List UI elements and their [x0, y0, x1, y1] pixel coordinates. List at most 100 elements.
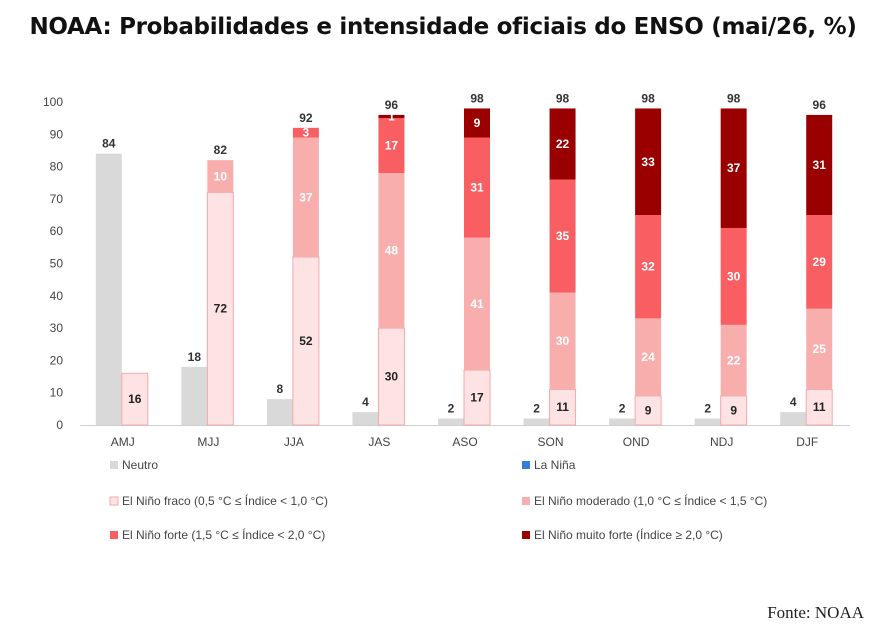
bar-segment-moderado	[378, 173, 405, 329]
data-label-segment: 9	[730, 403, 737, 417]
bar-neutro	[609, 418, 636, 425]
data-label-neutro: 18	[188, 350, 202, 364]
data-label-segment: 16	[128, 392, 142, 406]
data-label-total: 96	[385, 98, 399, 112]
data-label-segment: 31	[470, 181, 484, 195]
legend-swatch	[522, 497, 530, 505]
data-label-segment: 25	[813, 342, 827, 356]
data-label-total: 96	[813, 98, 827, 112]
legend-swatch	[110, 461, 118, 469]
bar-segment-muito-forte	[635, 108, 662, 216]
data-label-segment: 29	[813, 255, 827, 269]
data-label-neutro: 2	[533, 402, 540, 416]
bar-neutro	[438, 418, 464, 425]
x-tick-label: AMJ	[111, 435, 135, 449]
bar-segment-forte	[292, 127, 319, 138]
bar-segment-fraco	[463, 369, 491, 426]
data-label-neutro: 2	[704, 402, 711, 416]
chart-title: NOAA: Probabilidades e intensidade ofici…	[29, 14, 857, 40]
bar-segment-moderado	[292, 137, 319, 258]
bar-segment-moderado	[207, 160, 234, 193]
legend-label: La Niña	[534, 458, 576, 472]
data-label-neutro: 8	[277, 382, 284, 396]
bar-neutro	[694, 418, 721, 425]
data-label-segment: 22	[727, 353, 741, 367]
data-label-segment: 10	[214, 169, 228, 183]
bar-segment-muito-forte	[720, 108, 747, 228]
y-tick-label: 80	[50, 160, 64, 174]
bar-segment-fraco	[206, 191, 234, 426]
legend-label: El Niño forte (1,5 °C ≤ Índice < 2,0 °C)	[122, 527, 325, 542]
bar-segment-fraco	[805, 388, 833, 426]
bar-neutro	[266, 399, 293, 425]
data-label-total: 98	[727, 91, 741, 105]
data-label-segment: 31	[813, 158, 827, 172]
bar-segment-moderado	[464, 237, 490, 371]
x-tick-label: DJF	[796, 435, 818, 449]
y-tick-label: 20	[50, 353, 64, 367]
data-label-segment: 11	[556, 400, 569, 414]
legend-swatch	[522, 461, 530, 469]
y-tick-label: 70	[50, 192, 64, 206]
data-label-segment: 30	[385, 370, 399, 384]
y-tick-label: 30	[50, 321, 64, 335]
bar-segment-fraco	[121, 372, 149, 426]
bar-neutro	[523, 418, 550, 425]
data-label-segment: 17	[470, 391, 484, 405]
bar-segment-forte	[464, 137, 490, 238]
data-label-segment: 30	[556, 334, 570, 348]
data-label-segment: 35	[556, 229, 570, 243]
bar-segment-moderado	[806, 308, 833, 390]
bar-segment-muito-forte	[378, 114, 405, 119]
bar-segment-fraco	[549, 388, 577, 426]
y-tick-label: 40	[50, 289, 64, 303]
data-label-segment: 24	[641, 350, 655, 364]
data-label-segment: 72	[214, 302, 228, 316]
bar-segment-muito-forte	[464, 108, 490, 138]
bar-neutro	[95, 153, 122, 425]
legend-label: Neutro	[122, 458, 158, 472]
x-tick-label: JAS	[368, 435, 390, 449]
bar-segment-moderado	[720, 324, 747, 396]
data-label-neutro: 2	[448, 402, 455, 416]
bar-segment-fraco	[292, 256, 320, 426]
data-label-segment: 37	[299, 190, 313, 204]
data-label-total: 98	[641, 91, 655, 105]
data-label-segment: 30	[727, 269, 741, 283]
data-label-segment: 22	[556, 137, 570, 151]
bar-segment-moderado	[635, 318, 662, 396]
data-label-segment: 9	[474, 116, 481, 130]
bar-segment-fraco	[720, 395, 748, 426]
data-label-segment: 41	[470, 297, 484, 311]
bar-segment-forte	[378, 118, 405, 174]
data-label-segment: 11	[813, 400, 826, 414]
bar-neutro	[352, 412, 379, 425]
legend-label: El Niño fraco (0,5 °C ≤ Índice < 1,0 °C)	[122, 493, 328, 508]
data-label-total: 82	[214, 143, 228, 157]
data-label-segment: 3	[303, 126, 310, 140]
x-tick-label: JJA	[284, 435, 304, 449]
x-tick-label: OND	[623, 435, 650, 449]
y-tick-label: 90	[50, 127, 64, 141]
data-label-segment: 32	[641, 260, 655, 274]
x-tick-label: SON	[538, 435, 564, 449]
y-tick-label: 100	[43, 95, 63, 109]
data-label-neutro: 84	[102, 137, 116, 151]
legend-swatch	[110, 531, 118, 539]
y-tick-label: 10	[50, 386, 64, 400]
x-tick-label: NDJ	[710, 435, 733, 449]
legend-swatch	[522, 531, 530, 539]
bar-segment-forte	[635, 215, 662, 319]
data-label-segment: 1	[388, 110, 395, 124]
data-label-neutro: 4	[790, 395, 797, 409]
x-tick-label: MJJ	[197, 435, 219, 449]
data-label-segment: 52	[299, 334, 313, 348]
data-label-neutro: 2	[619, 402, 626, 416]
bar-segment-muito-forte	[549, 108, 576, 180]
bar-segment-forte	[549, 179, 576, 293]
data-label-segment: 33	[641, 155, 655, 169]
data-label-segment: 37	[727, 161, 741, 175]
bar-segment-forte	[720, 227, 747, 325]
y-tick-label: 50	[50, 257, 64, 271]
